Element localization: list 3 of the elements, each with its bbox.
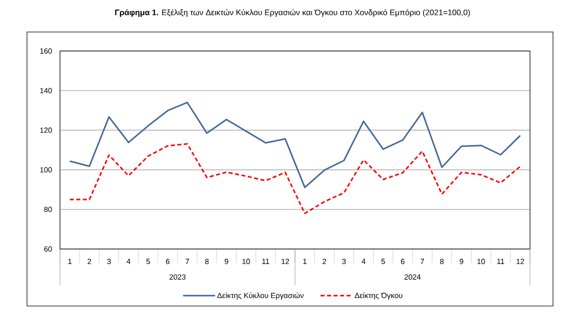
line-series [69,102,521,188]
line-series [69,143,521,214]
chart-title: Γράφημα 1. Εξέλιξη των Δεικτών Κύκλου Εργασιών και Όγκου στο Χονδρικό Εμπόριο (2021=100,0) [115,9,470,17]
